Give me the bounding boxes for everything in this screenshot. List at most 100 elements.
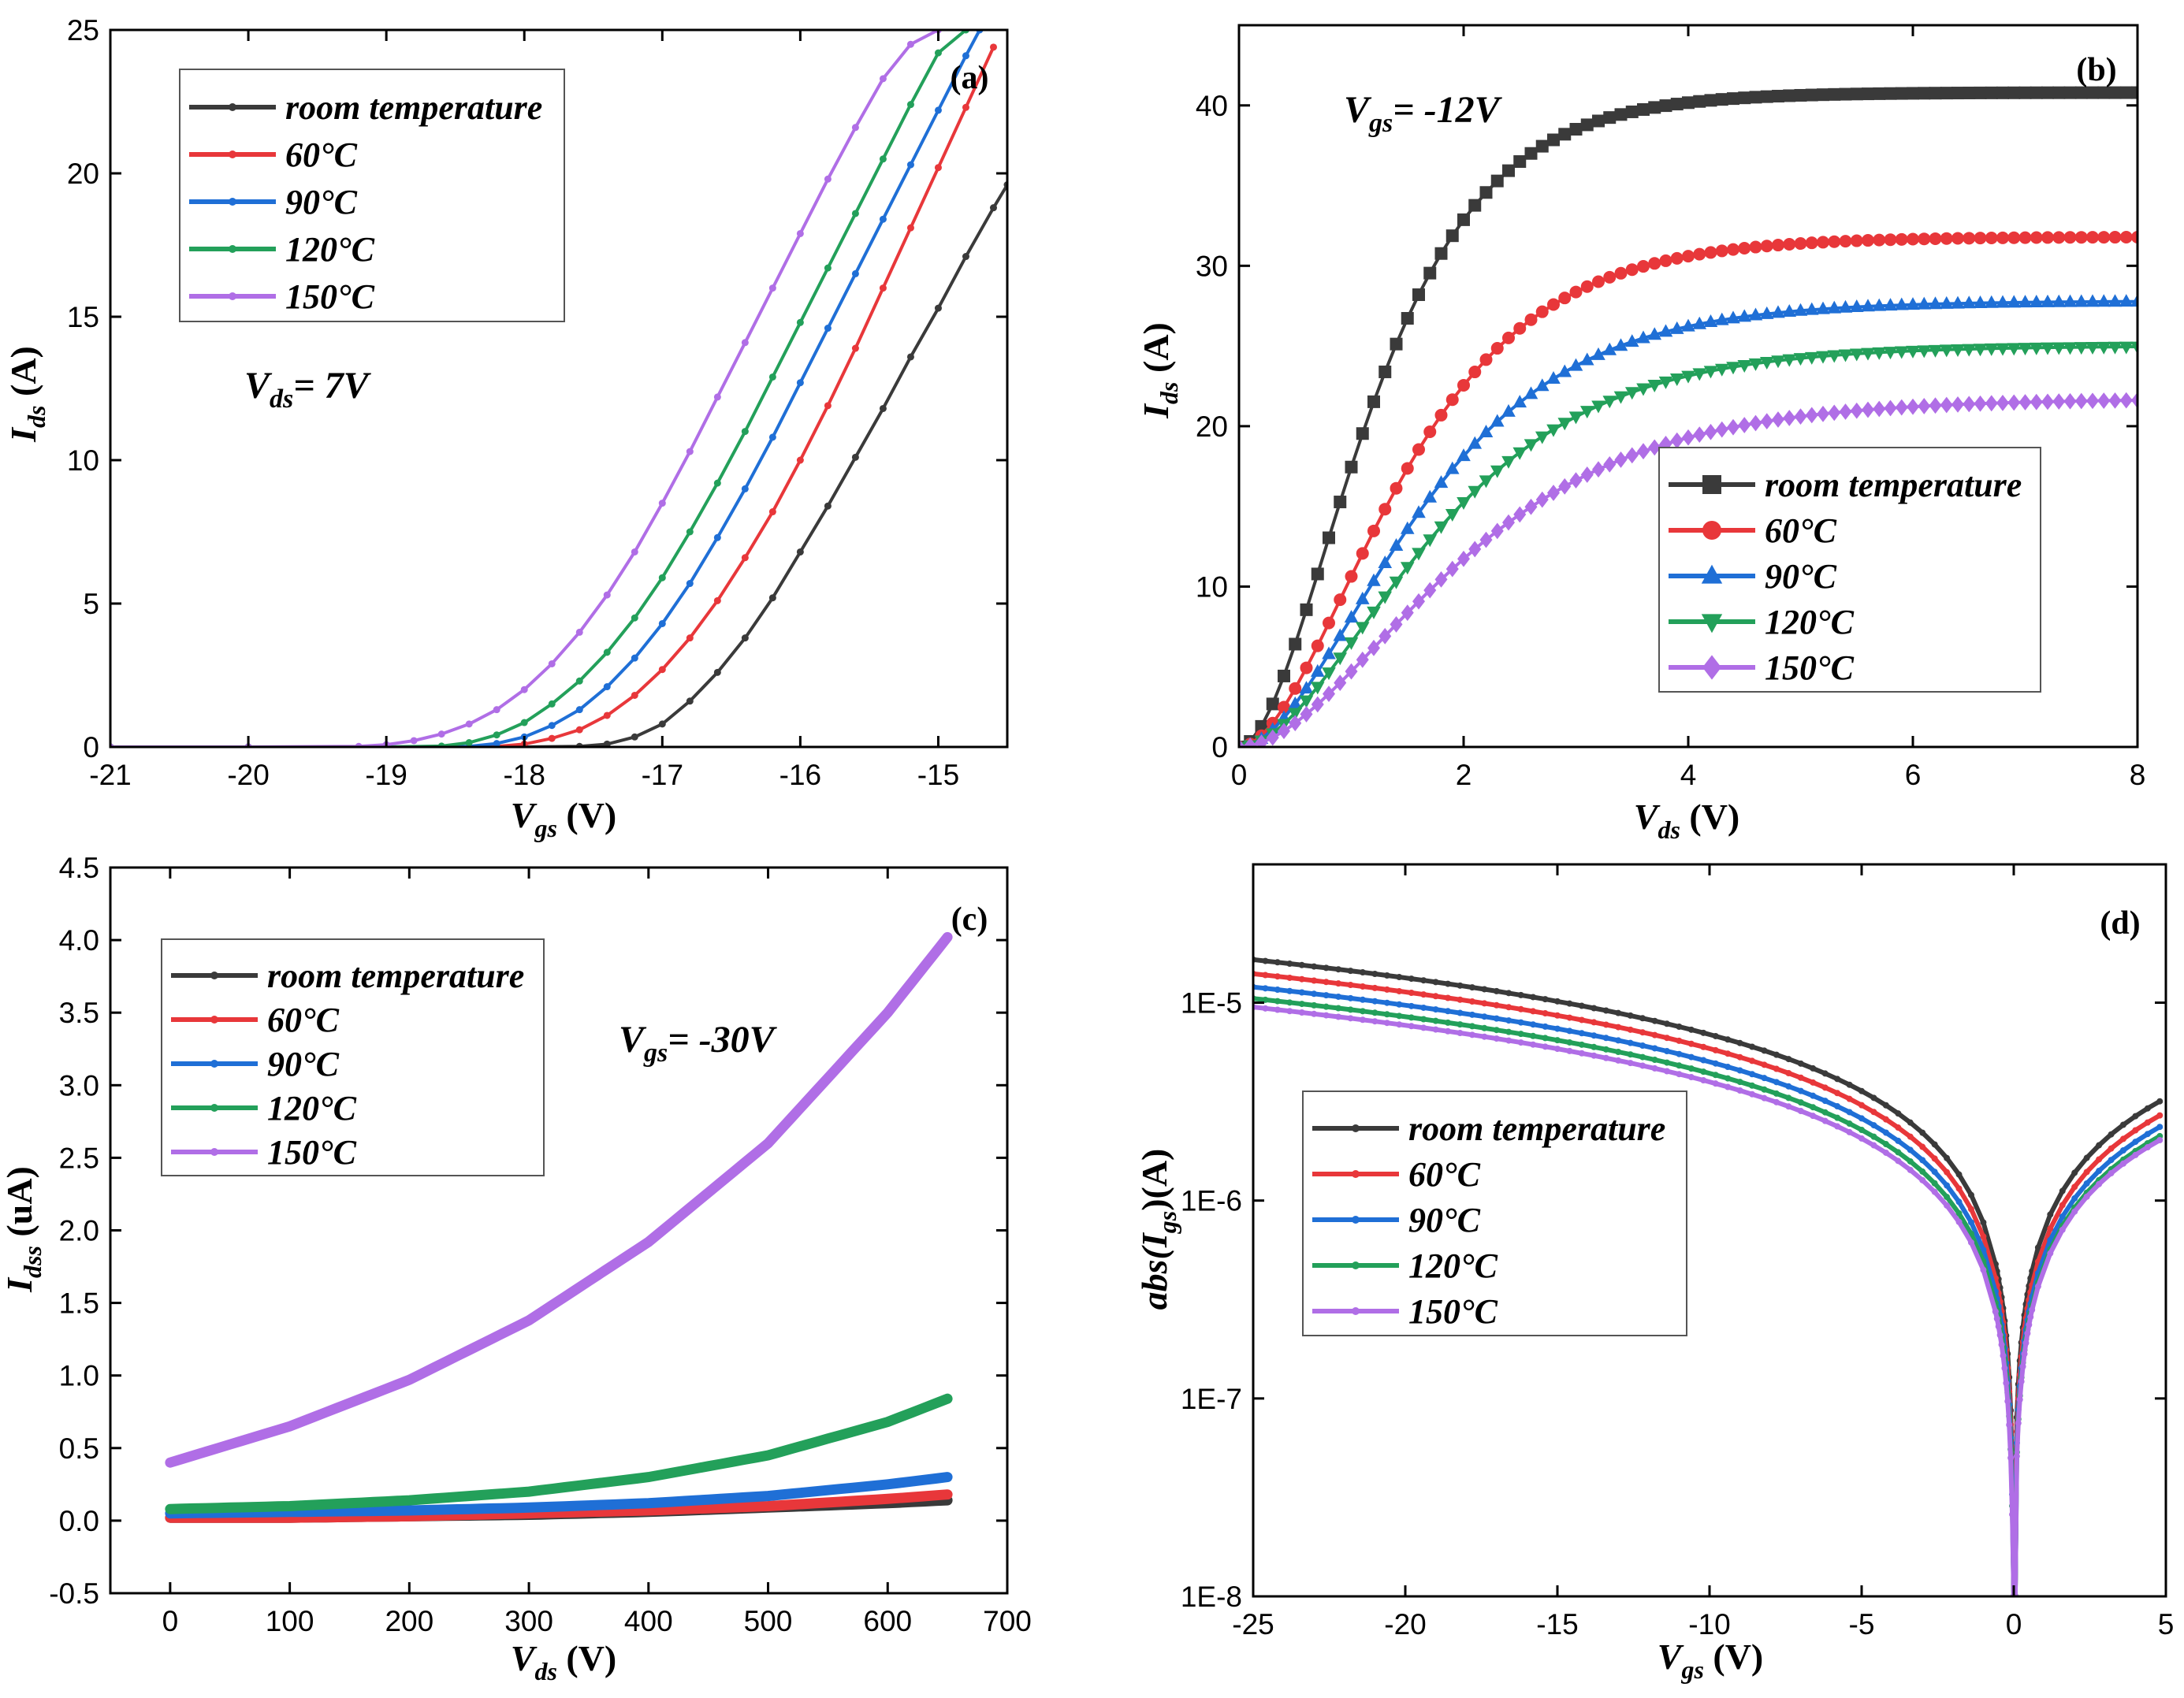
legend-marker: [210, 972, 218, 979]
series-point: [1687, 1074, 1695, 1081]
series-point: [1505, 1037, 1512, 1044]
series-point: [1838, 299, 1853, 313]
series-point: [1420, 1024, 1427, 1031]
legend-box: [1658, 447, 2041, 693]
series-point: [1578, 1016, 1585, 1024]
series-point: [2030, 86, 2043, 99]
series-point: [1985, 86, 1998, 99]
series-point: [1262, 957, 1269, 964]
series-point: [1816, 301, 1830, 314]
series-point: [1748, 307, 1763, 321]
series-point: [2119, 1121, 2126, 1128]
series-point: [2083, 1169, 2090, 1176]
series-point: [686, 697, 694, 705]
series-point: [1992, 1308, 1999, 1315]
series-point: [686, 634, 694, 642]
series-point: [1457, 1009, 1464, 1016]
series-point: [1547, 298, 1560, 311]
series-point: [1591, 347, 1605, 360]
series-point: [1682, 250, 1695, 263]
series-point: [1513, 155, 1527, 169]
x-tick-label: 2: [1456, 759, 1472, 791]
series-point: [1624, 387, 1639, 400]
series-group: [1239, 86, 2137, 747]
series-point: [1420, 977, 1427, 984]
series-point: [1669, 321, 1684, 334]
series-point: [1505, 990, 1512, 997]
series-point: [410, 737, 418, 745]
series-point: [1524, 313, 1538, 326]
series-point: [2027, 1313, 2034, 1321]
series-point: [1681, 370, 1695, 384]
series-point: [1760, 240, 1773, 253]
series-point: [1396, 1012, 1403, 1020]
legend-label: 90°C: [267, 1045, 340, 1083]
series-point: [2024, 1330, 2031, 1337]
series-point: [2063, 231, 2077, 244]
series-point: [2132, 1113, 2139, 1120]
series-point: [1648, 439, 1661, 456]
series-point: [1907, 1157, 1914, 1165]
series-point: [1445, 461, 1460, 474]
y-axis-title: Ids (A): [3, 346, 50, 443]
series-point: [1862, 234, 1874, 247]
series-point: [1846, 1128, 1853, 1135]
panel-a: -21 -20 -19 -18 -17 -16 -15 0 5 10 15 20 25 Vgs (V) Id…: [3, 14, 1009, 842]
y-axis-title-unit: (A): [1136, 322, 1176, 381]
series-point: [1973, 295, 1988, 309]
series-point: [1558, 477, 1572, 495]
series-point: [493, 740, 500, 747]
series-point: [1255, 734, 1268, 747]
y-axis-title: Ids (A): [1136, 322, 1183, 419]
series-point: [1239, 738, 1245, 747]
series-point: [1335, 980, 1342, 987]
condition-annotation-symbol: V: [1344, 89, 1372, 131]
series-point: [1627, 1051, 1634, 1058]
series-point: [2047, 1211, 2054, 1218]
series-point: [1700, 1068, 1707, 1076]
series-point: [1493, 1001, 1500, 1009]
series-point: [1615, 1009, 1622, 1016]
series-point: [2083, 1180, 2090, 1187]
series-point: [2108, 86, 2122, 99]
series-point: [1408, 990, 1415, 997]
series-point: [1772, 239, 1784, 252]
series-point: [1542, 996, 1549, 1003]
x-axis-title-symbol: V: [1658, 1637, 1684, 1677]
condition-annotation-subscript: ds: [270, 385, 293, 414]
series-point: [1457, 982, 1464, 989]
series-point: [906, 40, 914, 48]
series-point: [1687, 1040, 1695, 1047]
series-point: [1434, 408, 1448, 422]
series-point: [1772, 90, 1784, 103]
series-point: [1736, 1067, 1743, 1074]
y-tick-label: 40: [1196, 90, 1228, 122]
series-point: [2029, 295, 2044, 308]
series-point: [1479, 531, 1493, 548]
series-point: [658, 619, 666, 627]
series-point: [1944, 1202, 1951, 1209]
series-point: [1895, 1157, 1902, 1165]
series-point: [1872, 347, 1887, 360]
x-axis-title-subscript: ds: [534, 1657, 556, 1685]
series-point: [1980, 1219, 1987, 1226]
series-point: [1783, 89, 1796, 102]
series-point: [1286, 974, 1293, 981]
series-point: [1625, 105, 1639, 118]
series-point: [1468, 366, 1482, 379]
series-point: [2119, 1146, 2126, 1154]
series-point: [1323, 979, 1330, 986]
series-point: [1434, 570, 1448, 588]
series-point: [1432, 1006, 1439, 1013]
y-tick-label: 20: [67, 158, 99, 190]
series-point: [1333, 628, 1348, 641]
series-point: [1390, 481, 1403, 495]
series-point: [1715, 421, 1728, 438]
x-tick-label: -15: [917, 759, 959, 791]
series-point: [686, 448, 694, 455]
series-point: [1401, 604, 1414, 622]
series-point: [1554, 1046, 1561, 1053]
y-tick-label: 10: [1196, 570, 1228, 603]
condition-annotation-subscript: gs: [643, 1038, 668, 1068]
series-point: [603, 740, 611, 747]
